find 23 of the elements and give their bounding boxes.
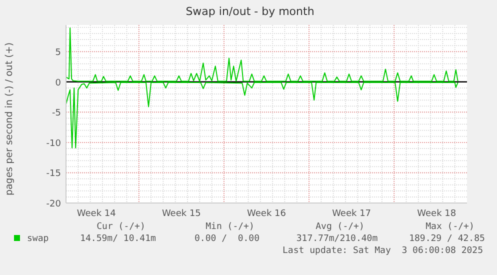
y-tick-label: 0 — [55, 78, 62, 88]
chart-title: Swap in/out - by month — [186, 5, 314, 18]
text: Max (-/+) — [426, 222, 474, 232]
legend-label: swap — [27, 234, 49, 244]
text: Cur (-/+) — [96, 222, 146, 232]
text: 0.00 / 0.00 — [194, 234, 260, 244]
text: Min (-/+) — [206, 222, 254, 232]
y-tick-label: -10 — [46, 138, 62, 149]
text: 189.29 / 42.85 — [409, 234, 485, 244]
y-tick-label: 5 — [55, 48, 61, 58]
y-tick-label: -5 — [52, 108, 61, 119]
text: 317.77m/210.40m — [296, 234, 378, 244]
text: 14.59m/ 10.41m — [80, 234, 156, 244]
x-tick-label: Week 17 — [332, 209, 372, 219]
text: Avg (-/+) — [316, 222, 364, 232]
x-tick-label: Week 18 — [417, 209, 456, 219]
y-tick-label: -20 — [46, 200, 62, 210]
x-tick-label: Week 16 — [247, 209, 286, 219]
text: Last update: Sat May 3 06:00:08 2025 — [282, 246, 483, 256]
x-tick-label: Week 15 — [162, 209, 201, 219]
y-axis-title: pages per second in (-) / out (+) — [4, 42, 15, 196]
y-tick-label: -15 — [46, 169, 61, 180]
x-tick-label: Week 14 — [76, 209, 116, 219]
